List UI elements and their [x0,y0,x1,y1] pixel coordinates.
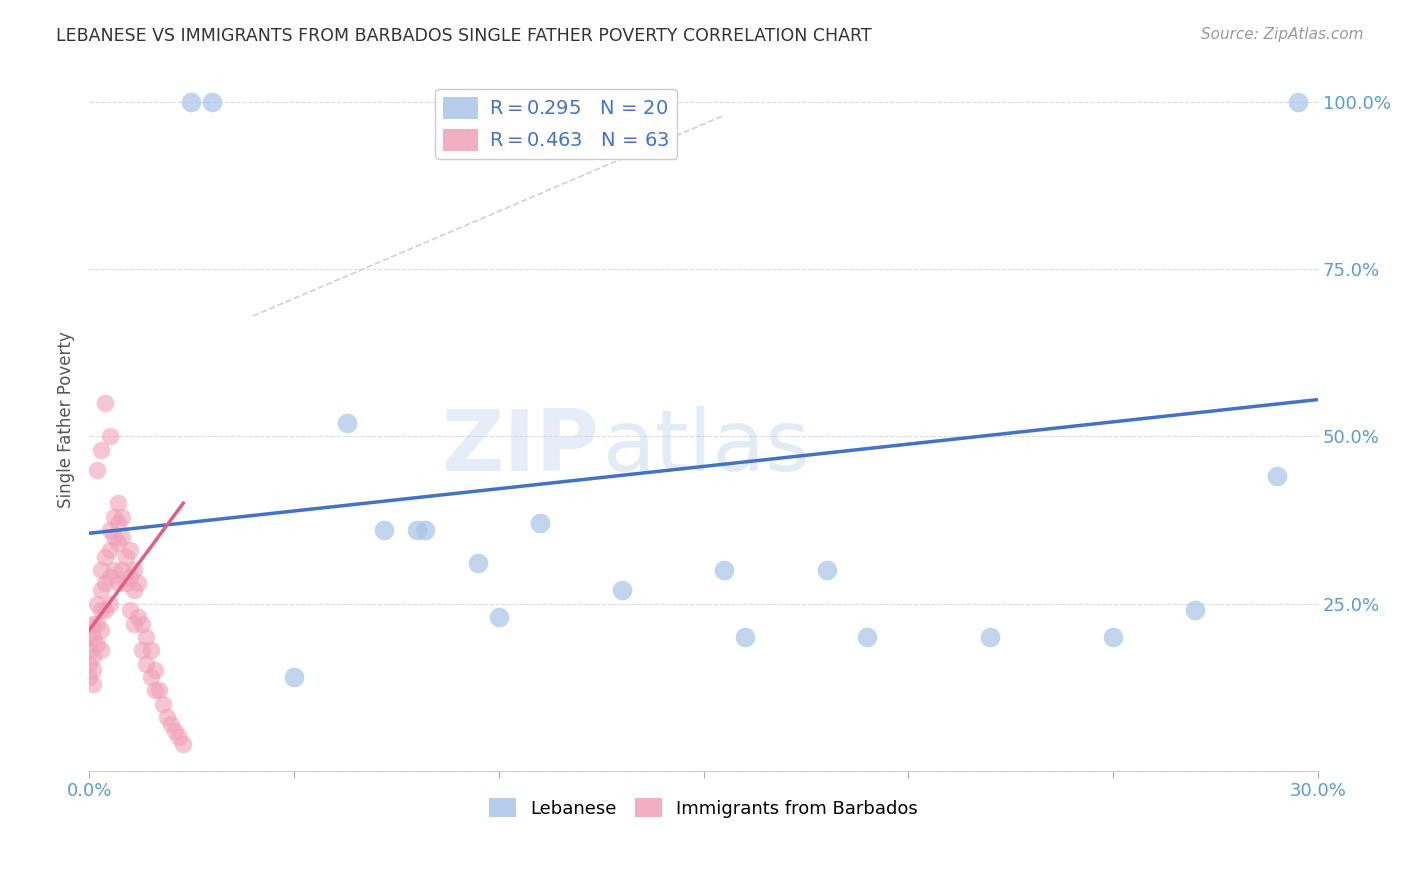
Point [98,570,121,584]
Point [77,670,100,684]
Point [135,630,157,644]
Text: Source: ZipAtlas.com: Source: ZipAtlas.com [1201,27,1364,42]
Point [86,616,108,631]
Point [94,603,117,617]
Point [405,523,427,537]
Point [139,643,162,657]
Point [815,563,838,577]
Point [1265,469,1288,483]
Point [111,530,134,544]
Point [979,630,1001,644]
Point [90,583,112,598]
Point [856,630,879,644]
Point [122,563,145,577]
Point [98,523,121,537]
Point [143,683,166,698]
Point [373,523,395,537]
Point [115,549,138,564]
Point [1184,603,1206,617]
Point [336,416,359,430]
Point [103,563,125,577]
Point [152,697,174,711]
Point [127,610,149,624]
Point [148,683,170,698]
Point [127,576,149,591]
Point [90,563,112,577]
Point [139,670,162,684]
Point [156,710,179,724]
Point [82,664,104,678]
Point [172,737,194,751]
Point [122,616,145,631]
Text: atlas: atlas [603,406,811,489]
Point [94,396,117,410]
Y-axis label: Single Father Poverty: Single Father Poverty [58,331,75,508]
Point [734,630,756,644]
Point [713,563,735,577]
Point [90,624,112,638]
Point [167,731,190,745]
Point [115,576,138,591]
Point [77,643,100,657]
Point [118,603,141,617]
Point [118,570,141,584]
Point [180,95,202,109]
Point [77,630,100,644]
Legend: Lebanese, Immigrants from Barbados: Lebanese, Immigrants from Barbados [482,791,925,825]
Point [1102,630,1125,644]
Point [94,549,117,564]
Point [488,610,510,624]
Point [82,650,104,665]
Text: LEBANESE VS IMMIGRANTS FROM BARBADOS SINGLE FATHER POVERTY CORRELATION CHART: LEBANESE VS IMMIGRANTS FROM BARBADOS SIN… [56,27,872,45]
Point [413,523,436,537]
Point [111,509,134,524]
Point [103,509,125,524]
Point [86,597,108,611]
Point [283,670,305,684]
Point [82,677,104,691]
Point [467,557,489,571]
Point [610,583,633,598]
Point [82,630,104,644]
Point [122,583,145,598]
Point [1286,95,1309,109]
Point [107,576,129,591]
Point [77,657,100,671]
Point [201,95,224,109]
Point [529,516,551,531]
Point [131,616,153,631]
Text: ZIP: ZIP [441,406,599,489]
Point [135,657,157,671]
Point [143,664,166,678]
Point [90,643,112,657]
Point [94,576,117,591]
Point [111,563,134,577]
Point [160,717,183,731]
Point [98,543,121,558]
Point [107,496,129,510]
Point [90,603,112,617]
Point [98,429,121,443]
Point [82,616,104,631]
Point [118,543,141,558]
Point [86,463,108,477]
Point [103,530,125,544]
Point [86,637,108,651]
Point [98,597,121,611]
Point [90,442,112,457]
Point [107,536,129,550]
Point [131,643,153,657]
Point [165,723,187,738]
Point [107,516,129,531]
